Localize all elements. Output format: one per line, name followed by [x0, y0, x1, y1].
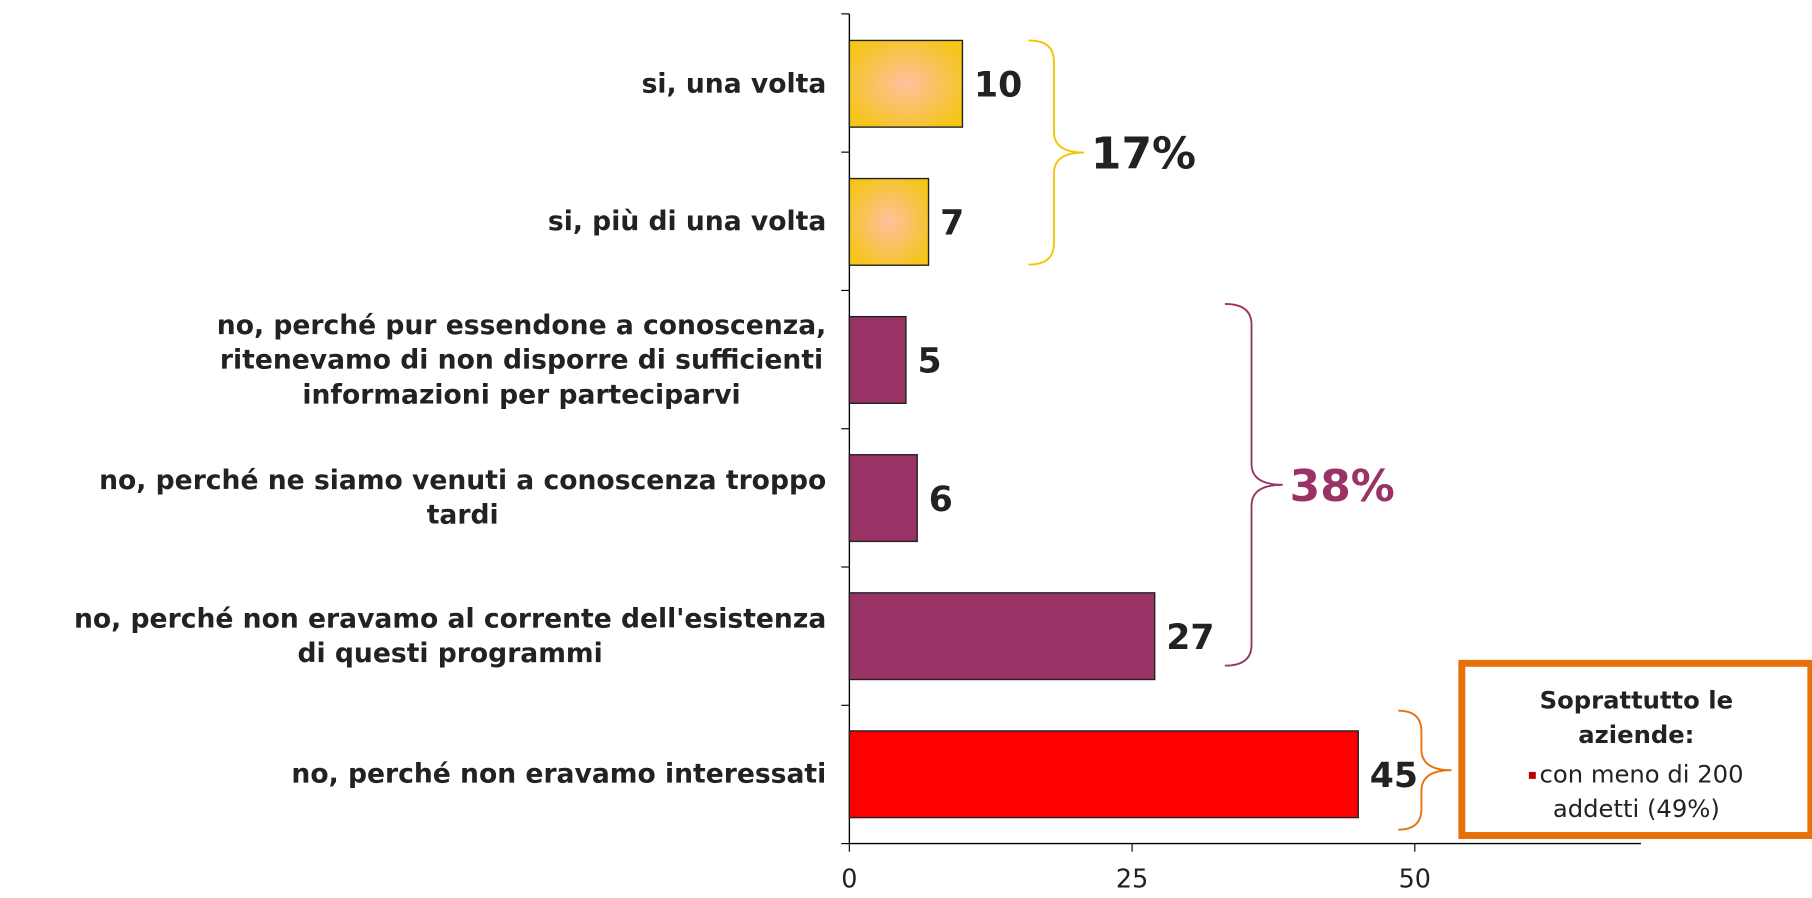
category-label: no, perché pur essendone a conoscenza, r…: [216, 310, 827, 410]
bullet: [1529, 771, 1537, 779]
value-label: 27: [1166, 618, 1214, 658]
callout-title: Soprattutto le aziende:: [1539, 686, 1734, 749]
callout-bullet: con meno di 200 addetti (49%): [1539, 760, 1744, 823]
group-label: 38%: [1290, 461, 1395, 512]
category-label: si, più di una volta: [547, 206, 827, 237]
value-label: 6: [929, 480, 953, 520]
value-label: 7: [940, 204, 964, 244]
bar: [848, 177, 930, 266]
category-label: si, una volta: [641, 68, 827, 99]
category-label: no, perché ne siamo venuti a conoscenza …: [99, 465, 827, 531]
category-label-box: si, più di una volta: [0, 205, 826, 240]
category-label-box: no, perché ne siamo venuti a conoscenza …: [0, 463, 826, 532]
value-label: 10: [974, 65, 1022, 105]
x-tick-label: 25: [1116, 864, 1148, 894]
bar: [848, 315, 907, 405]
x-tick-label: 0: [841, 864, 857, 894]
category-label-box: no, perché non eravamo interessati: [0, 757, 826, 792]
bar: [848, 39, 964, 128]
bar: [848, 730, 1359, 819]
bar: [848, 592, 1156, 681]
brace: [1028, 39, 1084, 266]
brace: [1224, 303, 1283, 667]
category-label: no, perché non eravamo al corrente dell'…: [73, 603, 827, 669]
value-label: 45: [1370, 756, 1418, 796]
brace: [1398, 709, 1452, 831]
category-label: no, perché non eravamo interessati: [291, 759, 827, 790]
callout-bullet-line: con meno di 200 addetti (49%): [1500, 757, 1773, 826]
group-label: 17%: [1091, 129, 1196, 180]
category-label-box: si, una volta: [0, 66, 827, 101]
category-label-box: no, perché non eravamo al corrente dell'…: [0, 601, 826, 670]
category-label-box: no, perché pur essendone a conoscenza, r…: [0, 308, 826, 412]
x-tick-label: 50: [1399, 864, 1431, 894]
callout-box: Soprattutto le aziende: con meno di 200 …: [1458, 659, 1812, 839]
bar: [848, 454, 918, 543]
value-label: 5: [917, 342, 941, 382]
